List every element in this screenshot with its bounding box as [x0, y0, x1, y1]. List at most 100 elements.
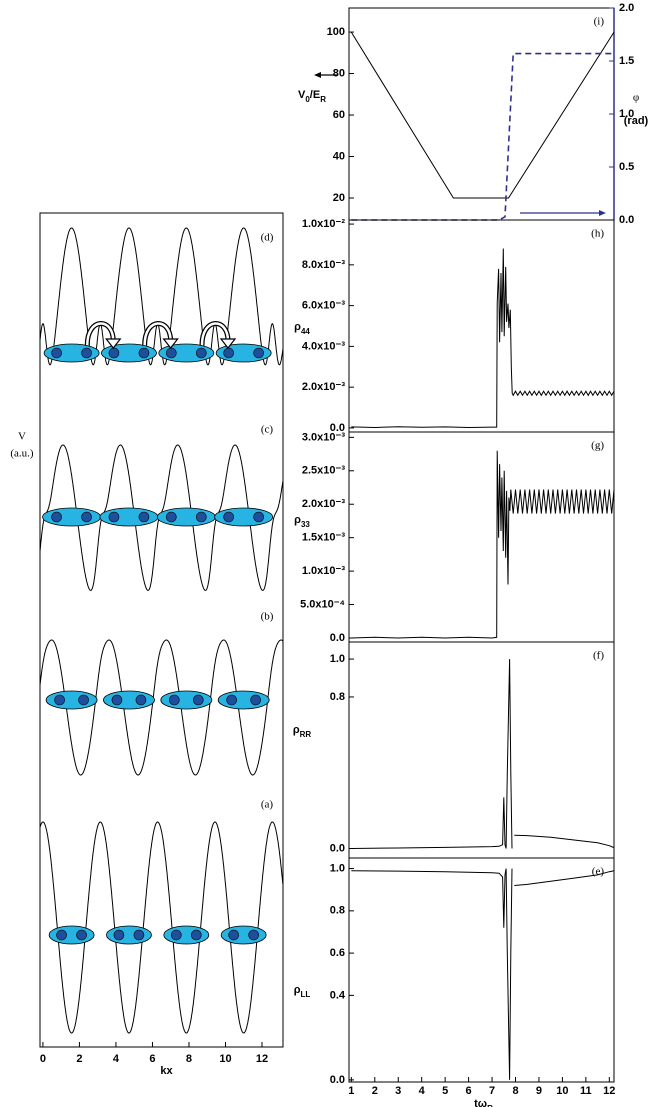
atom: [226, 694, 237, 706]
y2-tick-label: 1.5: [619, 55, 634, 67]
pair-oval: [160, 690, 213, 710]
panel-label: (f): [593, 650, 604, 662]
frame: [348, 7, 615, 221]
atom: [171, 929, 182, 941]
y-axis-label: ρRR: [293, 724, 312, 739]
y2-axis-unit: (rad): [624, 115, 649, 127]
y-tick-label: 2.0x10⁻³: [302, 381, 345, 393]
atom: [196, 347, 207, 359]
axis-arrows: [314, 72, 606, 216]
potential-curve: [39, 639, 284, 776]
x-tick-label: 12: [256, 1053, 268, 1065]
x-tick-label: 7: [489, 1085, 495, 1097]
x-tick-label: 12: [603, 1085, 615, 1097]
y-tick-label: 1.0x10⁻³: [302, 565, 345, 577]
y-axis-label: V0/ER: [298, 89, 326, 104]
atom: [250, 694, 261, 706]
y-tick-label: 0.0: [330, 422, 345, 434]
atom: [78, 694, 89, 706]
y-axis-label: V: [18, 431, 26, 443]
atom: [253, 511, 264, 523]
atom: [81, 511, 92, 523]
panel-label: (a): [261, 799, 274, 811]
x-axis-label: kx: [160, 1065, 173, 1077]
y-tick-label: 0.6: [330, 947, 345, 959]
y-axis-unit: (a.u.): [10, 448, 34, 460]
pair-oval: [217, 690, 270, 710]
y-axis-label-part: LL: [301, 990, 311, 999]
atom: [133, 929, 145, 941]
hop-arrow-head: [105, 338, 122, 349]
atom: [223, 347, 234, 359]
y-tick-label: 40: [333, 150, 345, 162]
atom: [56, 929, 67, 941]
y2-tick-label: 1.0: [619, 108, 634, 120]
frame: [348, 857, 615, 1083]
hop-arrow-head: [219, 338, 237, 349]
y-axis-label: ρ33: [294, 514, 310, 529]
x-axis-label-part: R: [487, 1104, 493, 1107]
atom: [108, 347, 120, 359]
atom: [113, 929, 125, 941]
panel-label: (b): [261, 611, 274, 623]
pair-oval: [103, 690, 155, 710]
y-tick-label: 0.0: [330, 1074, 345, 1086]
frame: [348, 219, 615, 433]
y-tick-label: 1.0x10⁻²: [302, 218, 345, 230]
atom: [81, 347, 92, 359]
x-tick-label: 4: [419, 1085, 426, 1097]
hop-arrow: [200, 322, 230, 346]
x-tick-label: 8: [186, 1053, 192, 1065]
y-tick-label: 3.0x10⁻³: [302, 431, 345, 443]
x-tick-label: 0: [40, 1053, 46, 1065]
x-axis-label-part: tω: [474, 1098, 487, 1107]
left-arrow-head: [314, 72, 321, 78]
atom: [193, 694, 204, 706]
y2-tick-label: 0.5: [619, 161, 634, 173]
series-line: [351, 659, 615, 849]
frame: [348, 641, 615, 859]
x-axis-label: tωR: [474, 1098, 493, 1107]
x-tick-label: 10: [219, 1053, 231, 1065]
x-tick-label: 2: [76, 1053, 82, 1065]
x-tick-label: 9: [536, 1085, 542, 1097]
x-tick-label: 10: [556, 1085, 568, 1097]
y-tick-label: 2.0x10⁻³: [302, 498, 345, 510]
y-axis-label-part: ρ: [294, 321, 301, 333]
y-tick-label: 4.0x10⁻³: [302, 340, 345, 352]
atom: [135, 694, 147, 706]
y-tick-label: 0.4: [330, 989, 346, 1001]
x-tick-label: 2: [372, 1085, 378, 1097]
atom: [248, 929, 259, 941]
panel-label: (c): [261, 424, 274, 436]
atom: [253, 347, 264, 359]
atom: [51, 347, 62, 359]
y-axis-label-part: 44: [301, 327, 310, 336]
x-tick-label: 6: [466, 1085, 472, 1097]
potential-curve: [39, 227, 284, 366]
y2-tick-label: 2.0: [619, 2, 634, 14]
x-tick-label: 4: [113, 1053, 120, 1065]
y-axis-label-part: R: [320, 95, 326, 104]
y-tick-label: 2.5x10⁻³: [302, 465, 345, 477]
y-tick-label: 100: [327, 26, 345, 38]
y-tick-label: 0.0: [330, 842, 345, 854]
y-tick-label: 6.0x10⁻³: [302, 300, 345, 312]
panel-label: (e): [592, 866, 605, 878]
pair-oval: [99, 507, 159, 527]
y-tick-label: 20: [333, 192, 345, 204]
atom: [108, 511, 120, 523]
hop-arrow: [86, 322, 115, 346]
atom: [191, 929, 202, 941]
y-tick-label: 0.0: [330, 632, 345, 644]
x-tick-label: 6: [149, 1053, 155, 1065]
y-axis-label-part: RR: [300, 730, 312, 739]
y-tick-label: 1.0: [330, 653, 345, 665]
frame: [348, 431, 615, 643]
atom: [111, 694, 123, 706]
y-axis-label-part: ρ: [294, 984, 301, 996]
atom: [169, 694, 180, 706]
y-tick-label: 0.8: [330, 905, 345, 917]
atom: [228, 929, 239, 941]
